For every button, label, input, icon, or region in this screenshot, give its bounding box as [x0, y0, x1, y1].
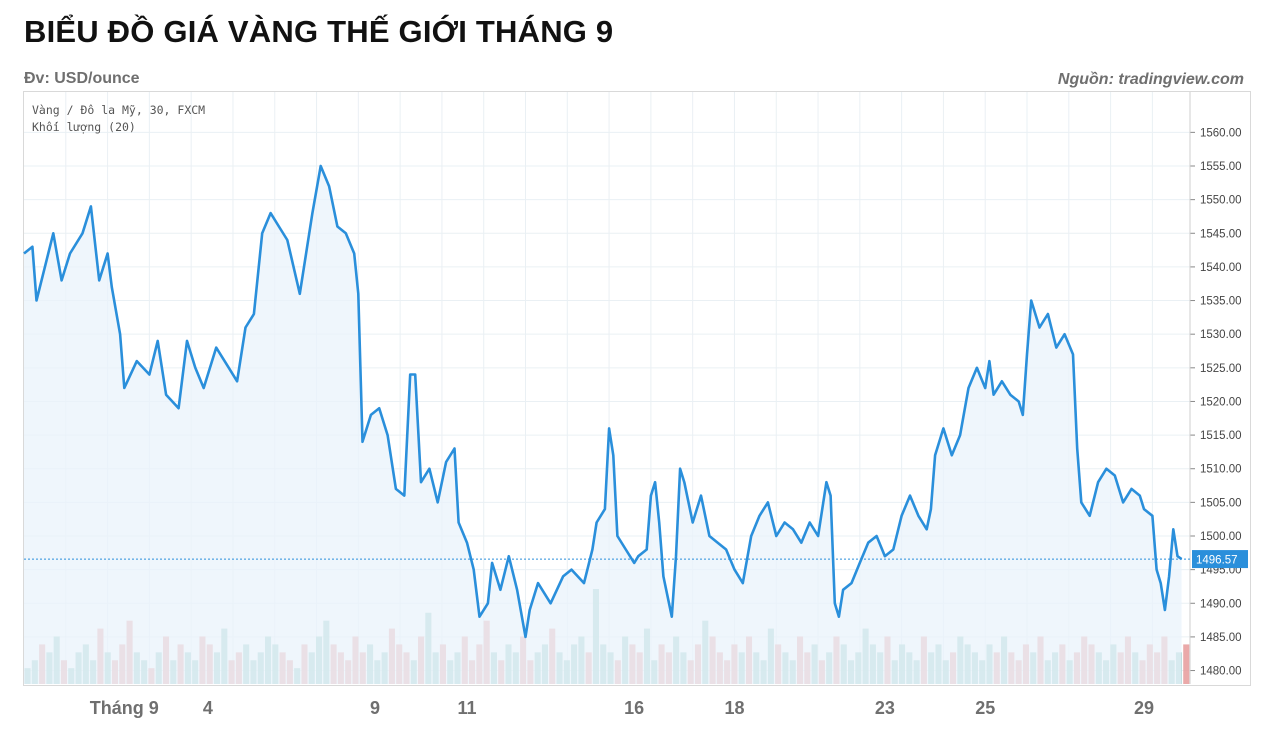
y-tick-label: 1485.00 — [1200, 632, 1242, 644]
y-tick-label: 1480.00 — [1200, 666, 1242, 678]
y-tick-label: 1560.00 — [1200, 127, 1242, 139]
price-area — [24, 166, 1182, 684]
y-tick-label: 1525.00 — [1200, 363, 1242, 375]
price-line — [23, 164, 1183, 639]
y-tick-label: 1510.00 — [1200, 464, 1242, 476]
unit-label: Đv: USD/ounce — [24, 70, 140, 87]
last-price-badge — [1192, 550, 1248, 569]
legend-entry: Khối lượng (20) — [32, 120, 136, 134]
y-tick-label: 1535.00 — [1200, 296, 1242, 308]
x-tick-label: 4 — [203, 698, 213, 718]
legend-entry: Vàng / Đô la Mỹ, 30, FXCM — [32, 103, 205, 117]
y-tick-label: 1545.00 — [1200, 228, 1242, 240]
x-tick-label: Tháng 9 — [90, 698, 159, 718]
x-tick-label: 25 — [975, 698, 995, 718]
x-tick-label: 18 — [724, 698, 744, 718]
y-tick-label: 1505.00 — [1200, 497, 1242, 509]
last-price-label: 1496.57 — [1196, 555, 1238, 567]
x-tick-label: 9 — [370, 698, 380, 718]
source-label: Nguồn: tradingview.com — [1057, 71, 1244, 88]
y-tick-label: 1555.00 — [1200, 161, 1242, 173]
x-tick-label: 16 — [624, 698, 644, 718]
y-tick-label: 1500.00 — [1200, 531, 1242, 543]
y-tick-label: 1550.00 — [1200, 195, 1242, 207]
x-tick-label: 11 — [457, 698, 476, 718]
y-tick-label: 1490.00 — [1200, 598, 1242, 610]
y-tick-label: 1520.00 — [1200, 396, 1242, 408]
y-tick-label: 1515.00 — [1200, 430, 1242, 442]
chart-title: BIỂU ĐỒ GIÁ VÀNG THẾ GIỚI THÁNG 9 — [24, 14, 614, 49]
x-tick-label: 29 — [1134, 698, 1154, 718]
y-tick-label: 1540.00 — [1200, 262, 1242, 274]
x-tick-label: 23 — [875, 698, 895, 718]
volume-bar — [1183, 644, 1190, 684]
y-tick-label: 1530.00 — [1200, 329, 1242, 341]
